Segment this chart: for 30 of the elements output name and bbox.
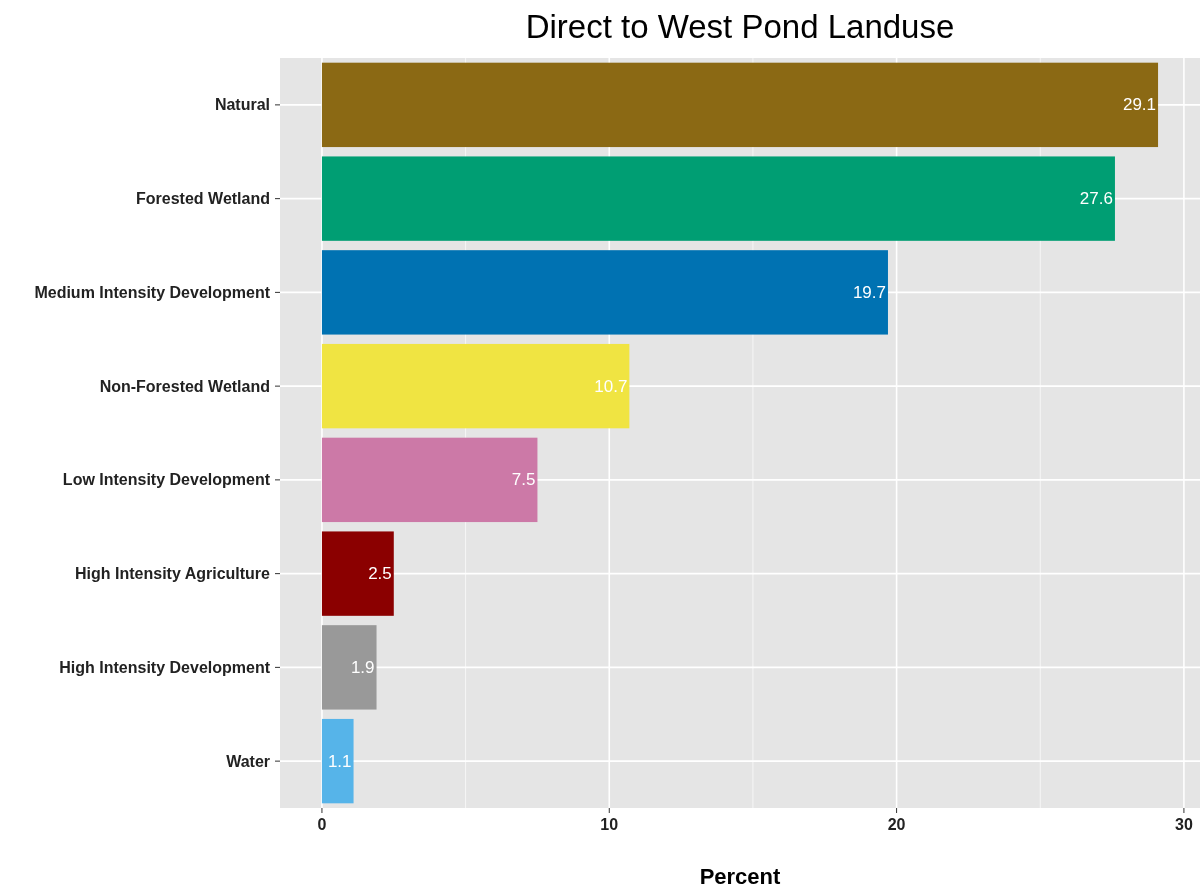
bar (321, 531, 394, 616)
chart-title: Direct to West Pond Landuse (525, 8, 955, 45)
x-axis-title: Percent (699, 864, 782, 889)
data-label: 29.1 (1122, 95, 1157, 115)
y-tick-label: High Intensity Agriculture (75, 565, 271, 583)
data-label: 19.7 (852, 282, 886, 302)
data-label: 2.5 (368, 564, 392, 584)
bar (321, 343, 630, 429)
data-label: 27.6 (1079, 189, 1113, 209)
y-tick-label: Water (226, 752, 270, 770)
y-tick-label: Low Intensity Development (62, 471, 271, 489)
y-tick-label: Medium Intensity Development (34, 283, 271, 301)
x-tick-label: 30 (1175, 816, 1193, 833)
x-tick-label: 0 (317, 816, 327, 833)
y-tick-label: High Intensity Development (59, 658, 271, 676)
data-label: 7.5 (511, 470, 536, 490)
bar (321, 156, 1115, 241)
data-label: 1.9 (350, 657, 375, 677)
data-label: 10.7 (594, 376, 628, 396)
data-label: 1.1 (327, 751, 352, 771)
x-tick-label: 10 (600, 816, 619, 833)
y-tick-label: Natural (214, 96, 270, 114)
bar (321, 625, 377, 710)
x-tick-label: 20 (887, 816, 906, 833)
bar (321, 62, 1159, 148)
bar (321, 250, 888, 335)
y-tick-label: Forested Wetland (136, 190, 270, 208)
y-tick-label: Non-Forested Wetland (99, 377, 270, 395)
bar (321, 437, 538, 523)
bar (321, 718, 354, 804)
